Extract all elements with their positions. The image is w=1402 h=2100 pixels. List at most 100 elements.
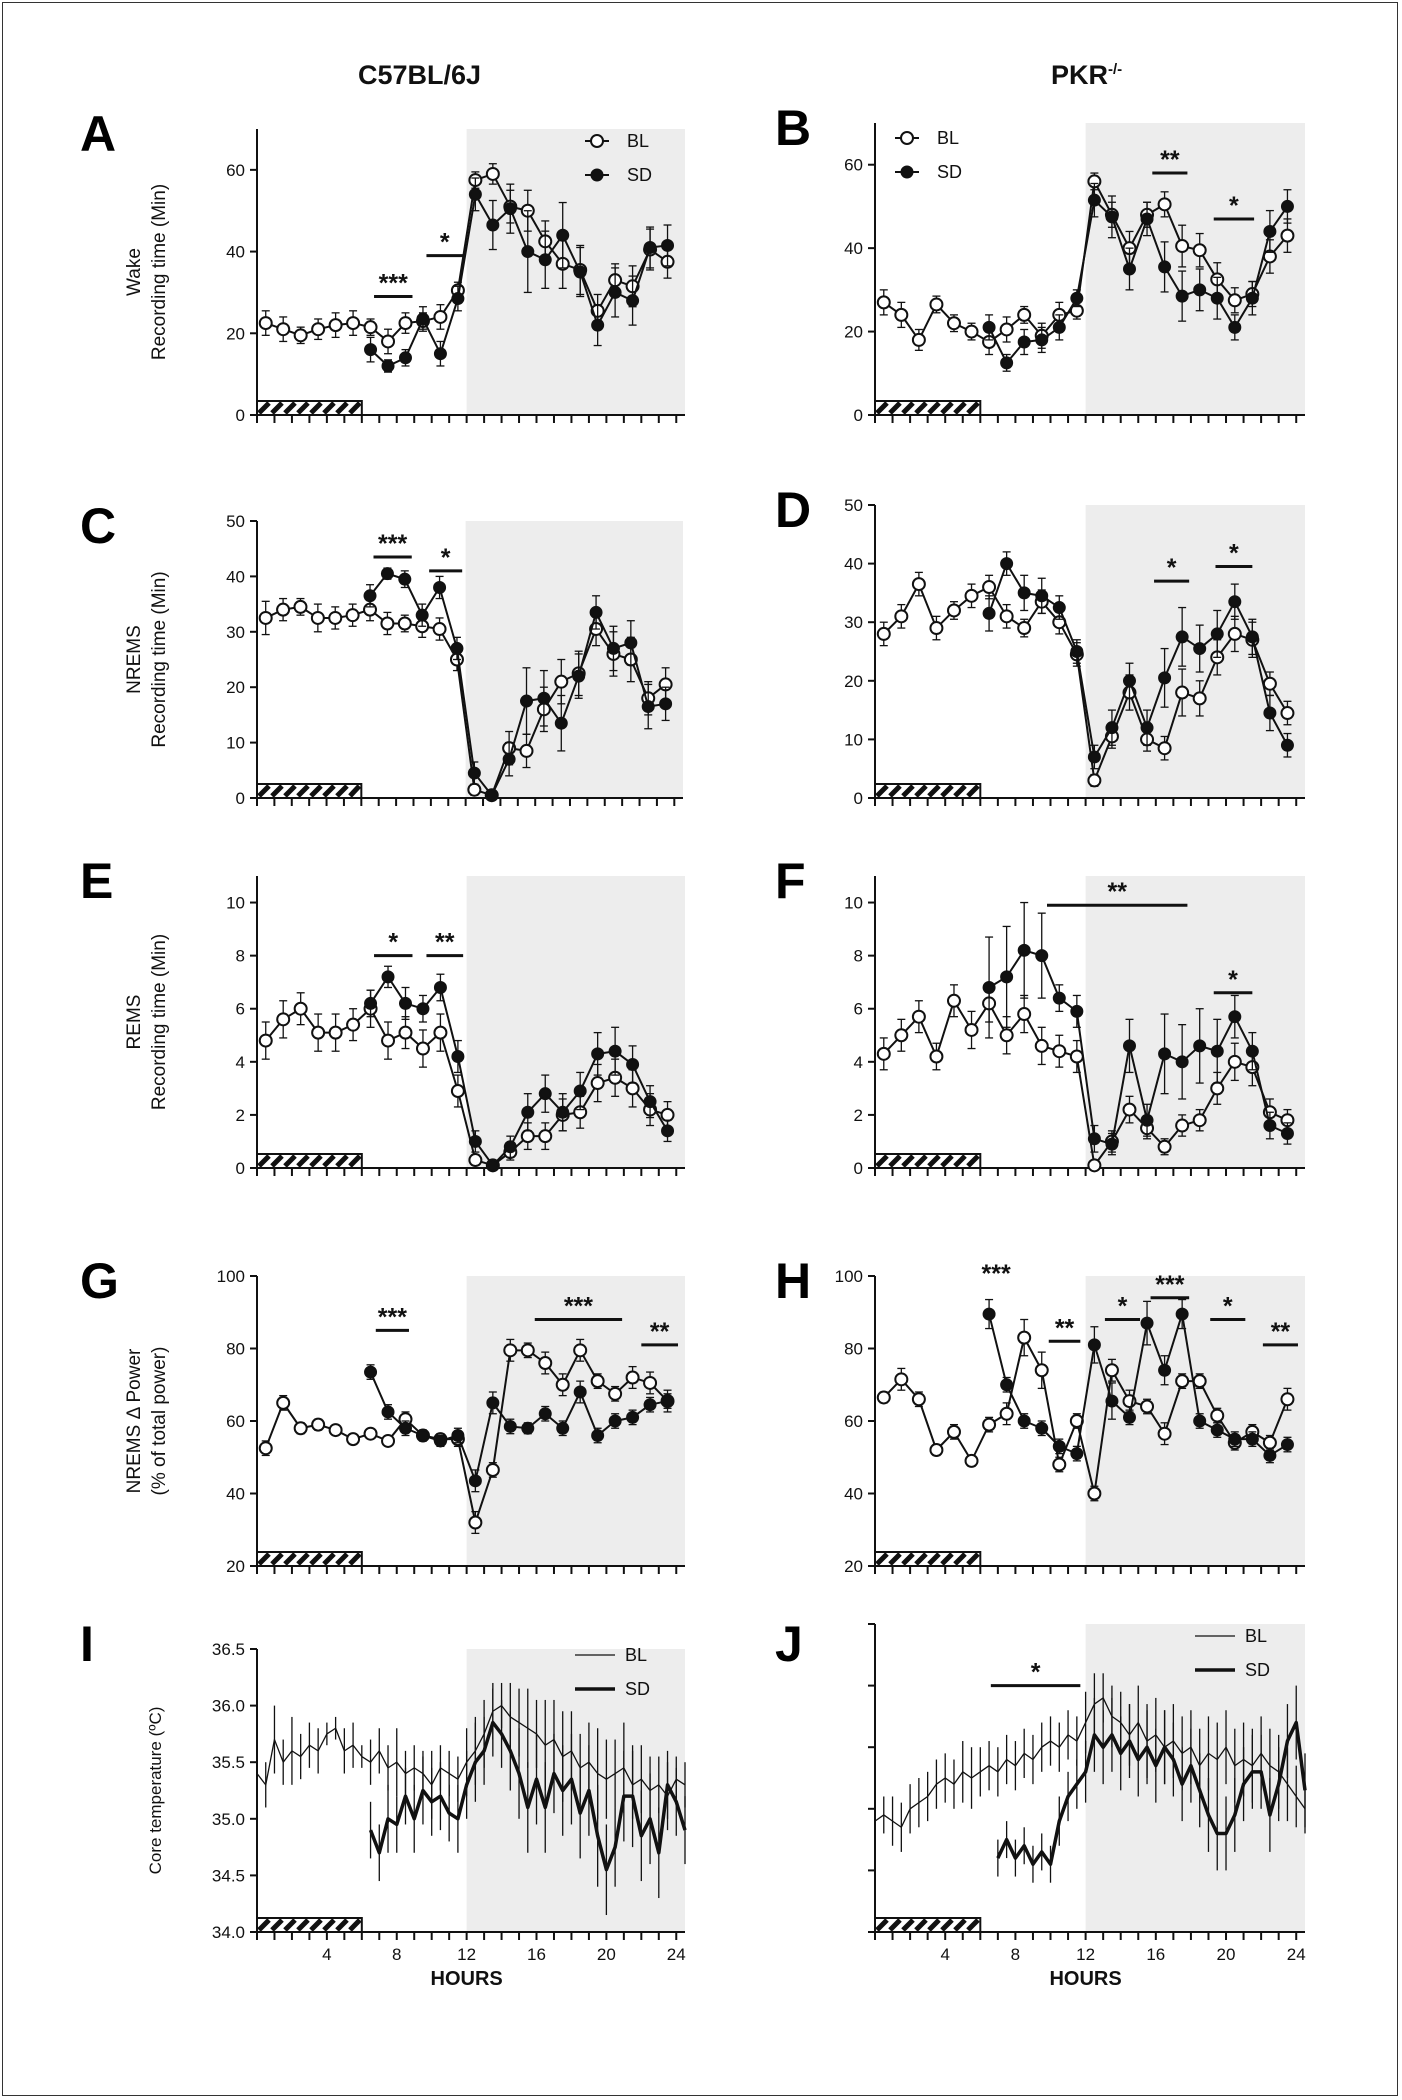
panel-letter: B	[775, 100, 811, 156]
data-point	[468, 1474, 482, 1488]
data-point	[328, 610, 343, 625]
data-point	[398, 316, 413, 331]
y-axis-label-line2: Recording time (Min)	[149, 934, 170, 1110]
data-point	[503, 1140, 517, 1154]
data-point	[608, 285, 622, 299]
data-point	[1175, 1374, 1190, 1389]
hatch-stroke	[966, 1154, 980, 1168]
hatch-stroke	[875, 1552, 889, 1566]
data-point	[1105, 210, 1119, 224]
data-point	[591, 1047, 605, 1061]
data-point	[1017, 307, 1032, 322]
series-sd	[982, 1298, 1294, 1464]
data-point	[1157, 197, 1172, 212]
y-tick-label: 40	[226, 567, 245, 586]
y-tick-label: 35.0	[212, 1810, 245, 1829]
data-point	[468, 1153, 483, 1168]
legend-marker	[900, 165, 914, 179]
data-point	[625, 1081, 640, 1096]
hatch-stroke	[322, 1154, 336, 1168]
hatch-stroke	[966, 401, 980, 415]
hatch-stroke	[888, 1154, 902, 1168]
data-point	[1069, 1049, 1084, 1064]
data-point	[467, 782, 482, 797]
data-point	[1122, 1410, 1136, 1424]
data-point	[643, 1375, 658, 1390]
significance-stars: *	[1167, 554, 1177, 582]
data-point	[258, 316, 273, 331]
hatch-stroke	[309, 1918, 323, 1932]
data-point	[381, 334, 396, 349]
data-point	[1140, 1399, 1155, 1414]
data-point	[381, 1405, 395, 1419]
data-point	[1105, 1137, 1119, 1151]
y-tick-label: 34.0	[212, 1923, 245, 1942]
data-point	[503, 1343, 518, 1358]
hatch-stroke	[940, 1154, 954, 1168]
hatch-stroke	[875, 784, 889, 798]
series-bl	[876, 1318, 1295, 1502]
data-point	[573, 265, 587, 279]
significance-stars: *	[1118, 1293, 1128, 1321]
data-point	[538, 1356, 553, 1370]
data-point	[381, 1433, 396, 1448]
data-point	[451, 1050, 465, 1064]
data-point	[555, 1377, 570, 1392]
data-point	[345, 608, 360, 623]
hatch-stroke	[257, 401, 271, 415]
panel-letter: D	[775, 482, 811, 538]
hatch-stroke	[283, 784, 297, 798]
data-point	[1175, 685, 1190, 700]
data-point	[946, 316, 961, 331]
hatch-stroke	[888, 1552, 902, 1566]
hatch-stroke	[257, 1154, 271, 1168]
series-line	[874, 1697, 1306, 1828]
hatch-stroke	[309, 1154, 323, 1168]
data-point	[1017, 621, 1032, 636]
data-point	[1017, 1007, 1032, 1022]
data-point	[946, 1424, 961, 1439]
panel-letter: G	[80, 1253, 119, 1309]
hatch-stroke	[335, 1552, 349, 1566]
data-point	[433, 580, 447, 594]
data-point	[1157, 741, 1172, 756]
legend-marker	[900, 131, 914, 145]
data-point	[573, 1385, 587, 1399]
data-point	[1193, 1414, 1207, 1428]
data-point	[276, 1012, 291, 1027]
data-point	[450, 641, 464, 655]
data-point	[328, 1423, 343, 1438]
y-tick-label: 40	[226, 243, 245, 262]
hatch-stroke	[875, 1154, 889, 1168]
y-tick-label: 10	[226, 734, 245, 753]
x-tick-label: 4	[940, 1945, 949, 1964]
y-tick-label: 0	[236, 789, 245, 808]
data-point	[554, 716, 568, 730]
hatch-stroke	[927, 784, 941, 798]
light-period-hatch-bar	[256, 400, 363, 416]
data-point	[964, 1022, 979, 1037]
y-tick-label: 50	[844, 496, 863, 515]
data-point	[946, 993, 961, 1008]
panel-letter: A	[80, 106, 116, 162]
data-point	[485, 166, 500, 181]
data-point	[311, 1417, 326, 1432]
data-point	[659, 697, 673, 711]
data-point	[556, 1105, 570, 1119]
data-point	[538, 1407, 552, 1421]
y-tick-label: 60	[226, 161, 245, 180]
data-point	[432, 622, 447, 637]
y-tick-label: 40	[226, 1485, 245, 1504]
hatch-stroke	[322, 1552, 336, 1566]
data-point	[573, 1084, 587, 1098]
light-period-hatch-bar	[256, 1551, 363, 1567]
data-point	[964, 588, 979, 603]
data-point	[1175, 1307, 1189, 1321]
data-point	[1210, 291, 1224, 305]
data-point	[606, 641, 620, 655]
hatch-stroke	[966, 784, 980, 798]
data-point	[661, 1394, 675, 1408]
data-point	[1105, 1394, 1119, 1408]
data-point	[293, 1001, 308, 1016]
hatch-stroke	[322, 784, 336, 798]
